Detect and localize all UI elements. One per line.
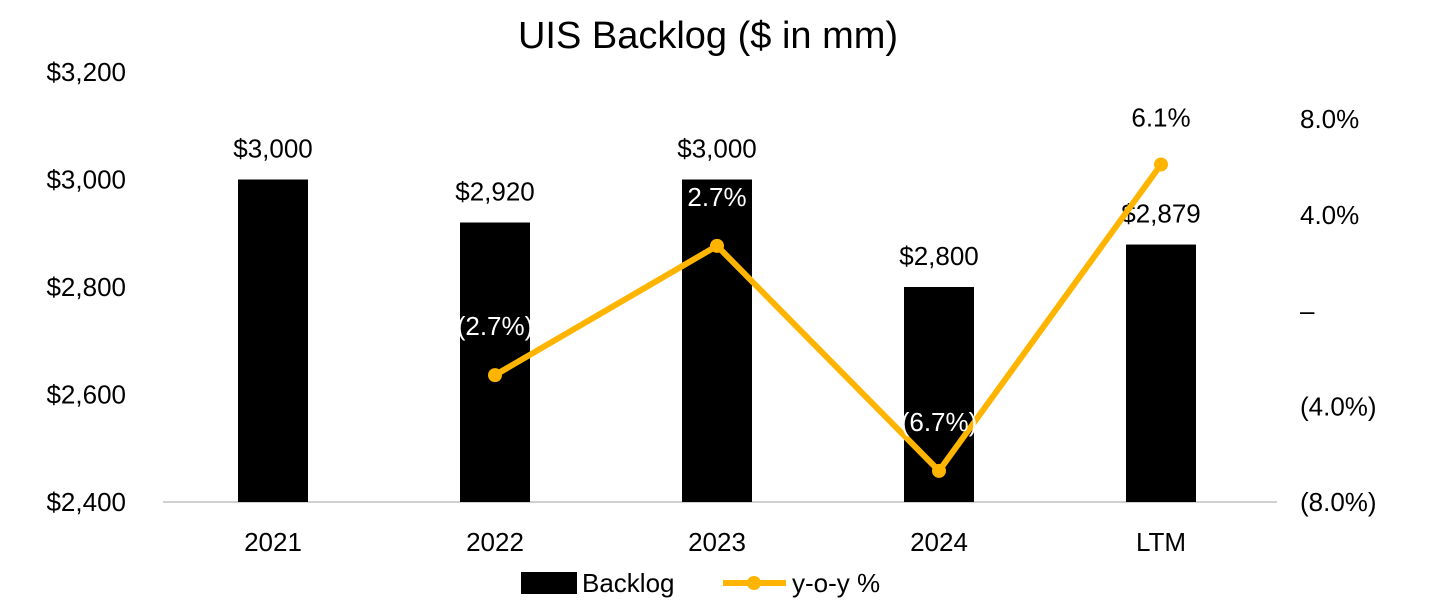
left-tick-label: $3,000 — [46, 165, 126, 195]
yoy-data-label: (2.7%) — [457, 311, 534, 341]
right-tick-label: – — [1300, 296, 1315, 326]
right-tick-label: 8.0% — [1300, 104, 1359, 134]
right-axis: (8.0%) (4.0%) – 4.0% 8.0% — [1300, 104, 1377, 517]
category-label: 2023 — [688, 527, 746, 557]
yoy-point — [1154, 157, 1168, 172]
category-label: 2021 — [244, 527, 302, 557]
left-tick-label: $2,600 — [46, 380, 126, 410]
line-series: (2.7%) 2.7% (6.7%) 6.1% — [457, 102, 1191, 478]
legend-swatch-backlog — [521, 572, 577, 594]
bar — [1126, 244, 1196, 502]
legend-label-backlog: Backlog — [582, 568, 675, 598]
yoy-line — [493, 162, 1164, 474]
bar — [238, 179, 308, 502]
bar — [682, 179, 752, 502]
bar-series: $3,000$2,920$3,000$2,800$2,879 — [233, 134, 1201, 502]
legend-marker-yoy — [747, 576, 761, 590]
category-label: LTM — [1136, 527, 1186, 557]
right-tick-label: (8.0%) — [1300, 487, 1377, 517]
yoy-data-label: 2.7% — [687, 182, 746, 212]
yoy-point — [710, 238, 724, 253]
category-label: 2022 — [466, 527, 524, 557]
legend: Backlog y-o-y % — [521, 568, 880, 598]
yoy-point — [932, 463, 946, 478]
left-tick-label: $3,200 — [46, 57, 126, 87]
yoy-data-label: (6.7%) — [901, 407, 978, 437]
right-tick-label: (4.0%) — [1300, 391, 1377, 421]
category-labels: 2021 2022 2023 2024 LTM — [244, 527, 1186, 557]
bar-data-label: $3,000 — [677, 134, 757, 164]
left-tick-label: $2,800 — [46, 272, 126, 302]
bar-data-label: $2,800 — [899, 241, 979, 271]
bar-data-label: $2,920 — [455, 177, 535, 207]
right-tick-label: 4.0% — [1300, 200, 1359, 230]
left-axis: $2,400 $2,600 $2,800 $3,000 $3,200 — [46, 57, 126, 517]
yoy-point — [488, 368, 502, 383]
left-tick-label: $2,400 — [46, 487, 126, 517]
legend-label-yoy: y-o-y % — [792, 568, 880, 598]
yoy-data-label: 6.1% — [1131, 102, 1190, 132]
chart-title: UIS Backlog ($ in mm) — [518, 15, 898, 57]
category-label: 2024 — [910, 527, 968, 557]
bar-data-label: $3,000 — [233, 134, 313, 164]
